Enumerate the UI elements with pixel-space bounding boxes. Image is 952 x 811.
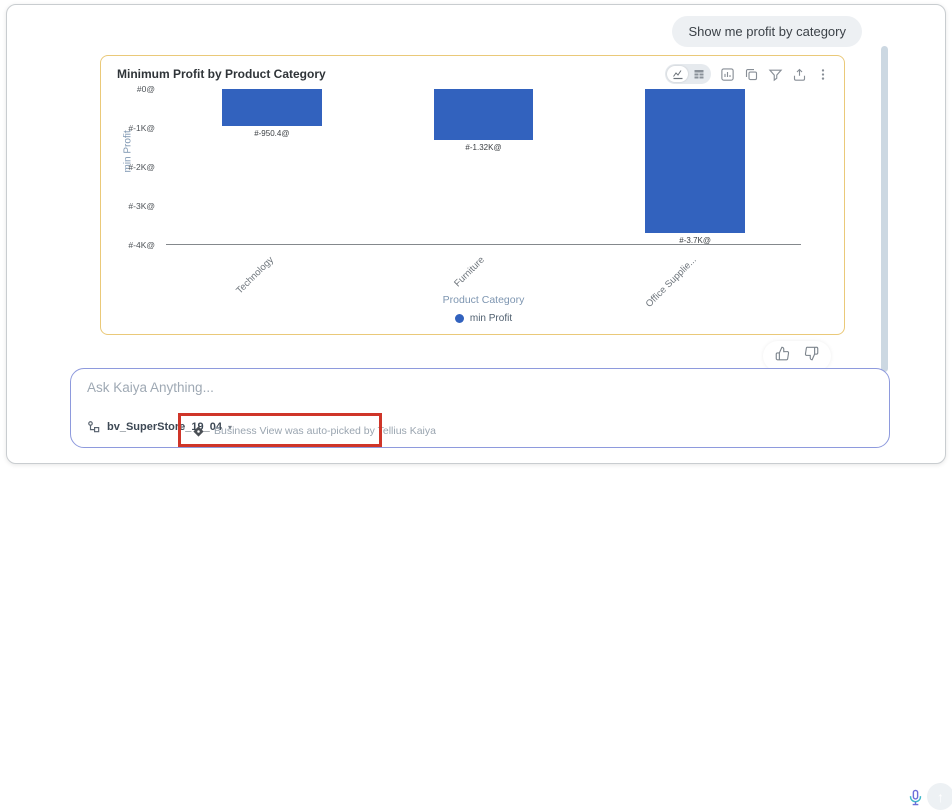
y-tick-label: #0@: [136, 84, 155, 94]
chat-input-placeholder: Ask Kaiya Anything...: [87, 380, 214, 395]
vertical-scrollbar[interactable]: [881, 46, 888, 372]
table-view-icon[interactable]: [688, 66, 709, 82]
business-view-selector[interactable]: bv_SuperStore_19_04 ▾: [87, 420, 232, 434]
feedback-bar: [763, 341, 831, 371]
thumbs-down-icon[interactable]: [804, 346, 819, 366]
chart-toolbar: [665, 64, 830, 84]
filter-icon[interactable]: [768, 67, 783, 82]
chart-legend[interactable]: min Profit: [166, 313, 801, 324]
business-view-name: bv_SuperStore_19_04: [107, 421, 222, 433]
chevron-down-icon: ▾: [227, 422, 232, 432]
bar-value-label: #-3.7K@: [679, 236, 712, 246]
bar-Furniture[interactable]: [433, 89, 534, 141]
kebab-menu-icon[interactable]: [816, 67, 830, 82]
bar-value-label: #-1.32K@: [465, 143, 502, 153]
x-axis-ticks: Technology Furniture Office Supplie...: [166, 247, 801, 310]
x-axis-title: Product Category: [442, 294, 525, 306]
y-axis-ticks: #0@ #-1K@ #-2K@ #-3K@ #-4K@: [101, 84, 161, 250]
auto-pick-note-text: Business View was auto-picked by Tellius…: [214, 425, 436, 437]
y-tick-label: #-3K@: [128, 201, 155, 211]
bar-Technology[interactable]: [222, 89, 322, 127]
x-tick-label: Furniture: [452, 254, 488, 290]
legend-label: min Profit: [469, 313, 513, 324]
chart-config-icon[interactable]: [720, 67, 735, 82]
bar-value-label: #-950.4@: [254, 129, 290, 139]
chart-view-icon[interactable]: [667, 66, 688, 82]
x-tick-label: Technology: [233, 254, 276, 297]
auto-pick-note: Business View was auto-picked by Tellius…: [193, 425, 436, 437]
chat-input-box[interactable]: Ask Kaiya Anything... bv_SuperStore_19_0…: [70, 368, 952, 810]
user-chat-message: Show me profit by category: [672, 16, 862, 47]
chart-card: Minimum Profit by Product Category: [100, 55, 845, 335]
kaiya-diamond-icon: [193, 425, 204, 437]
business-view-icon: [88, 421, 100, 433]
y-tick-label: #-2K@: [128, 162, 155, 172]
chart-table-toggle[interactable]: [665, 64, 711, 84]
y-tick-label: #-1K@: [128, 123, 155, 133]
send-arrow-icon: ↑: [937, 788, 944, 805]
legend-dot: [454, 314, 464, 323]
copy-icon[interactable]: [744, 67, 759, 82]
microphone-icon[interactable]: [907, 789, 924, 811]
chart-title: Minimum Profit by Product Category: [117, 67, 326, 81]
y-tick-label: #-4K@: [128, 240, 155, 250]
plot-area: #-950.4@ #-1.32K@ #-3.7K@: [166, 89, 801, 245]
export-icon[interactable]: [792, 67, 807, 82]
send-button[interactable]: ↑: [927, 783, 952, 810]
bar-Office Supplie...[interactable]: [645, 89, 745, 234]
thumbs-up-icon[interactable]: [775, 346, 790, 366]
